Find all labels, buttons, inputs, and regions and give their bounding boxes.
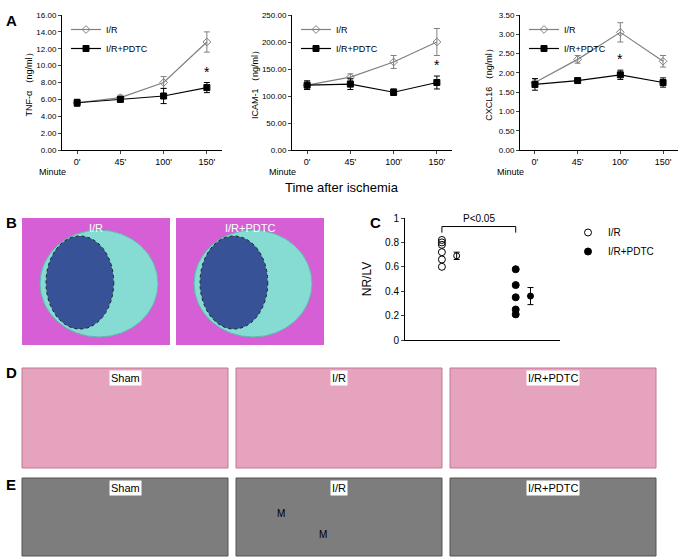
- svg-text:I/R: I/R: [106, 25, 118, 35]
- svg-text:B: B: [6, 214, 17, 231]
- svg-text:0.8: 0.8: [385, 237, 399, 248]
- svg-text:0.2: 0.2: [385, 310, 399, 321]
- svg-text:150': 150': [198, 157, 215, 167]
- svg-text:I/R: I/R: [608, 227, 621, 238]
- svg-text:*: *: [434, 57, 440, 73]
- svg-text:16.00: 16.00: [36, 11, 57, 20]
- svg-text:3.00: 3.00: [499, 30, 515, 39]
- svg-text:I/R: I/R: [332, 372, 346, 384]
- svg-text:I/R: I/R: [89, 222, 103, 234]
- svg-text:100.00: 100.00: [262, 92, 287, 101]
- svg-text:150.00: 150.00: [262, 65, 287, 74]
- svg-text:P<0.05: P<0.05: [463, 213, 495, 224]
- svg-text:CXCL16 （ng/ml）: CXCL16 （ng/ml）: [484, 44, 494, 121]
- svg-text:Time after ischemia: Time after ischemia: [285, 180, 399, 195]
- svg-text:1.50: 1.50: [499, 88, 515, 97]
- svg-text:0': 0': [532, 157, 539, 167]
- svg-text:M: M: [277, 508, 285, 519]
- svg-text:I/R+PDTC: I/R+PDTC: [528, 372, 578, 384]
- svg-text:100': 100': [385, 157, 402, 167]
- svg-text:150': 150': [428, 157, 445, 167]
- svg-text:I/R: I/R: [564, 25, 576, 35]
- svg-text:14.00: 14.00: [36, 28, 57, 37]
- svg-text:200.00: 200.00: [262, 38, 287, 47]
- svg-text:*: *: [204, 64, 210, 80]
- svg-text:I/R+PDTC: I/R+PDTC: [225, 222, 275, 234]
- svg-text:0.00: 0.00: [41, 146, 57, 155]
- svg-text:I/R: I/R: [336, 25, 348, 35]
- svg-text:12.00: 12.00: [36, 45, 57, 54]
- svg-text:I/R+PDTC: I/R+PDTC: [608, 246, 654, 257]
- svg-text:0.00: 0.00: [271, 146, 287, 155]
- svg-text:1: 1: [393, 213, 399, 224]
- svg-text:0': 0': [304, 157, 311, 167]
- svg-text:2.00: 2.00: [499, 69, 515, 78]
- svg-text:I/R+PDTC: I/R+PDTC: [564, 44, 606, 54]
- svg-text:I/R+PDTC: I/R+PDTC: [106, 44, 148, 54]
- svg-text:3.50: 3.50: [499, 11, 515, 20]
- svg-text:50.00: 50.00: [266, 119, 287, 128]
- svg-text:100': 100': [612, 157, 629, 167]
- svg-text:10.00: 10.00: [36, 61, 57, 70]
- svg-text:100': 100': [155, 157, 172, 167]
- svg-text:Minute: Minute: [39, 167, 66, 177]
- svg-text:NR/LV: NR/LV: [360, 262, 374, 296]
- svg-text:Sham: Sham: [111, 372, 140, 384]
- svg-text:0.00: 0.00: [499, 146, 515, 155]
- svg-text:Minute: Minute: [497, 167, 524, 177]
- svg-text:A: A: [6, 12, 17, 29]
- svg-text:ICAM-1 （ng/ml）: ICAM-1 （ng/ml）: [250, 46, 260, 119]
- svg-text:250.00: 250.00: [262, 11, 287, 20]
- svg-text:C: C: [370, 214, 381, 231]
- svg-text:Minute: Minute: [269, 167, 296, 177]
- svg-text:E: E: [6, 476, 16, 493]
- svg-text:D: D: [6, 364, 17, 381]
- svg-text:0.4: 0.4: [385, 286, 399, 297]
- svg-text:150': 150': [655, 157, 672, 167]
- svg-text:6.00: 6.00: [41, 95, 57, 104]
- svg-text:0: 0: [393, 335, 399, 346]
- svg-text:45': 45': [572, 157, 584, 167]
- svg-text:2.50: 2.50: [499, 49, 515, 58]
- svg-text:4.00: 4.00: [41, 112, 57, 121]
- svg-text:I/R+PDTC: I/R+PDTC: [528, 482, 578, 494]
- svg-text:0.50: 0.50: [499, 127, 515, 136]
- svg-text:2.00: 2.00: [41, 129, 57, 138]
- svg-text:M: M: [319, 529, 327, 540]
- svg-text:1.00: 1.00: [499, 107, 515, 116]
- svg-text:I/R+PDTC: I/R+PDTC: [336, 44, 378, 54]
- svg-text:45': 45': [115, 157, 127, 167]
- svg-text:I/R: I/R: [332, 482, 346, 494]
- svg-text:*: *: [617, 51, 623, 67]
- svg-text:0': 0': [74, 157, 81, 167]
- svg-text:8.00: 8.00: [41, 78, 57, 87]
- svg-text:45': 45': [345, 157, 357, 167]
- svg-text:0.6: 0.6: [385, 261, 399, 272]
- svg-text:Sham: Sham: [111, 482, 140, 494]
- svg-text:TNF-α （ng/ml）: TNF-α （ng/ml）: [24, 48, 34, 116]
